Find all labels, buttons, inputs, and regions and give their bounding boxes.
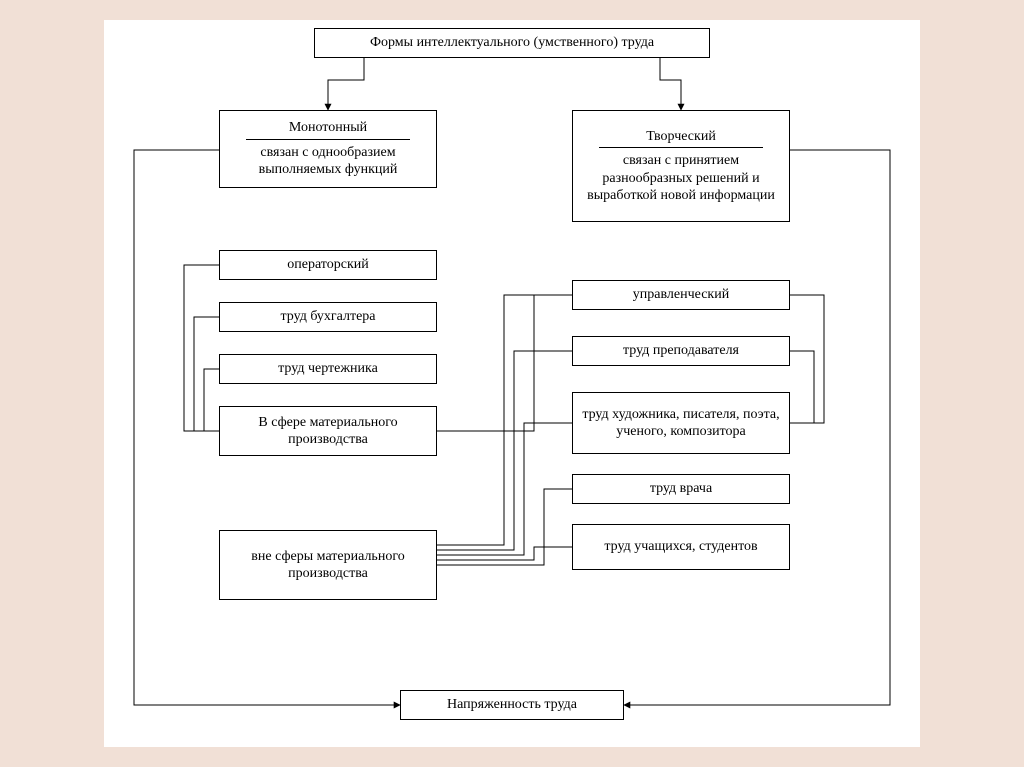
node-m2-text: труд бухгалтера <box>280 308 375 326</box>
node-root: Формы интеллектуального (умственного) тр… <box>314 28 710 58</box>
node-c1-text: управленческий <box>633 286 729 304</box>
node-m5: вне сферы материального производства <box>219 530 437 600</box>
node-m4: В сфере материального производства <box>219 406 437 456</box>
node-root-text: Формы интеллектуального (умственного) тр… <box>370 34 654 52</box>
node-m3-text: труд чертежника <box>278 360 378 378</box>
node-c4-text: труд врача <box>650 480 712 498</box>
node-m5-text: вне сферы материального производства <box>226 548 430 583</box>
node-bottom: Напряженность труда <box>400 690 624 720</box>
node-creative-text: связан с принятием разнообразных решений… <box>579 152 783 205</box>
node-c3: труд художника, писателя, поэта, ученого… <box>572 392 790 454</box>
node-mono-title: Монотонный <box>246 119 409 140</box>
node-c2: труд преподавателя <box>572 336 790 366</box>
node-m4-text: В сфере материального производства <box>226 414 430 449</box>
node-m1: операторский <box>219 250 437 280</box>
node-m1-text: операторский <box>287 256 369 274</box>
node-m2: труд бухгалтера <box>219 302 437 332</box>
diagram-canvas: Формы интеллектуального (умственного) тр… <box>104 20 920 747</box>
node-creative-title: Творческий <box>599 128 762 149</box>
node-c5-text: труд учащихся, студентов <box>604 538 757 556</box>
node-c1: управленческий <box>572 280 790 310</box>
node-c5: труд учащихся, студентов <box>572 524 790 570</box>
node-c4: труд врача <box>572 474 790 504</box>
node-mono-text: связан с однообразием выполняемых функци… <box>226 144 430 179</box>
node-c2-text: труд преподавателя <box>623 342 739 360</box>
node-creative: Творческий связан с принятием разнообраз… <box>572 110 790 222</box>
node-bottom-text: Напряженность труда <box>447 696 577 714</box>
node-mono: Монотонный связан с однообразием выполня… <box>219 110 437 188</box>
node-m3: труд чертежника <box>219 354 437 384</box>
node-c3-text: труд художника, писателя, поэта, ученого… <box>579 406 783 441</box>
